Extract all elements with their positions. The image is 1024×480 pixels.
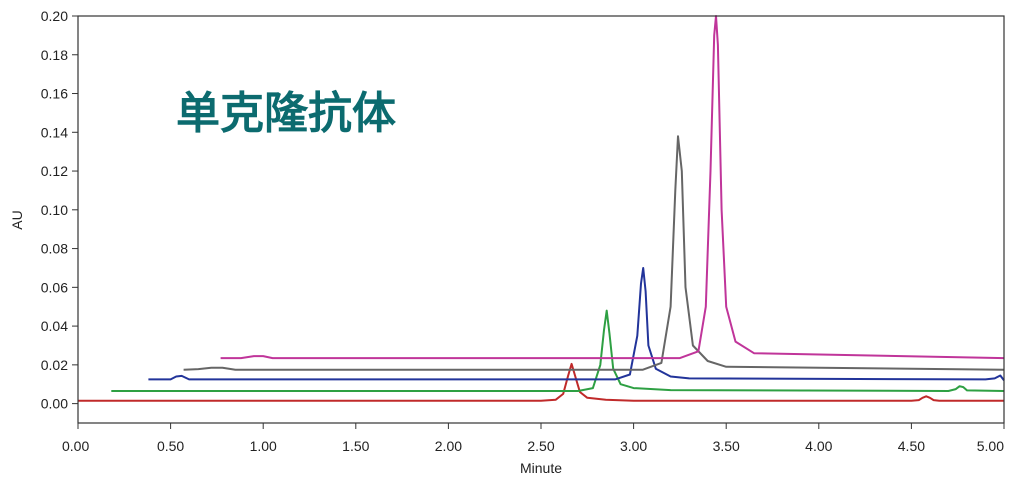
series-line-2 <box>111 309 1005 392</box>
x-tick-label: 2.50 <box>527 438 554 454</box>
y-tick-label: 0.10 <box>41 202 68 218</box>
x-tick-label: 0.00 <box>62 438 89 454</box>
series-line-3 <box>148 267 1005 382</box>
y-tick-label: 0.00 <box>41 396 68 412</box>
x-tick-label: 1.50 <box>342 438 369 454</box>
chart-annotation: 单克隆抗体 <box>176 88 396 139</box>
y-tick-label: 0.06 <box>41 279 68 295</box>
y-tick-label: 0.20 <box>41 8 68 24</box>
series-line-5 <box>220 15 1005 360</box>
y-tick-label: 0.02 <box>41 357 68 373</box>
x-tick-label: 1.00 <box>250 438 277 454</box>
x-tick-label: 2.00 <box>435 438 462 454</box>
series-layer <box>78 15 1005 402</box>
y-tick-label: 0.16 <box>41 86 68 102</box>
y-tick-label: 0.08 <box>41 241 68 257</box>
series-line-4 <box>183 135 1005 371</box>
y-tick-label: 0.14 <box>41 124 68 140</box>
y-tick-label: 0.12 <box>41 163 68 179</box>
y-tick-label: 0.04 <box>41 318 68 334</box>
series-line-1 <box>78 362 1004 402</box>
y-tick-label: 0.18 <box>41 47 68 63</box>
x-tick-label: 3.00 <box>620 438 647 454</box>
y-axis-title: AU <box>9 210 25 229</box>
x-axis-title: Minute <box>520 460 562 476</box>
ticks-layer: 0.00 0.50 1.00 1.50 2.00 2.50 3.00 3.50 4.00 4.50… <box>41 8 1005 454</box>
plot-frame <box>77 15 1005 424</box>
x-tick-label: 3.50 <box>713 438 740 454</box>
x-tick-label: 0.50 <box>157 438 184 454</box>
x-tick-label: 4.50 <box>898 438 925 454</box>
x-tick-label: 5.00 <box>977 438 1004 454</box>
x-tick-label: 4.00 <box>805 438 832 454</box>
